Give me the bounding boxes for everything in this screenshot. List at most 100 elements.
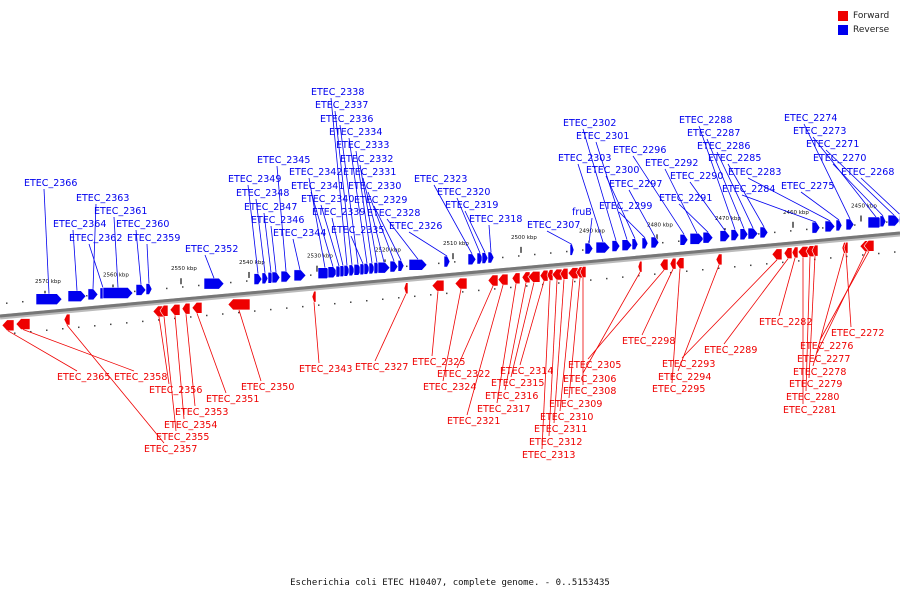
guide-dot bbox=[318, 304, 320, 306]
reverse-gene-leader bbox=[334, 110, 353, 265]
reverse-gene-leader bbox=[860, 177, 900, 215]
reverse-gene-leader bbox=[88, 243, 104, 288]
chromosome-backbone bbox=[0, 231, 900, 318]
forward-gene-leader bbox=[496, 283, 517, 404]
legend-label-reverse: Reverse bbox=[853, 25, 890, 35]
guide-dot bbox=[782, 261, 784, 264]
reverse-gene-leader bbox=[747, 177, 831, 222]
reverse-gene-leader bbox=[350, 235, 364, 264]
reverse-gene-label: fruB bbox=[572, 207, 592, 218]
guide-dot bbox=[582, 249, 584, 251]
forward-gene-label: ETEC_2279 bbox=[789, 379, 842, 390]
reverse-gene-label: ETEC_2326 bbox=[389, 221, 442, 232]
forward-gene bbox=[791, 246, 799, 259]
guide-dot bbox=[686, 270, 688, 272]
reverse-gene-leader bbox=[276, 165, 287, 272]
forward-gene-label: ETEC_2293 bbox=[662, 359, 715, 370]
guide-dot bbox=[566, 250, 568, 253]
forward-gene-leader bbox=[553, 279, 565, 424]
reverse-gene-label: ETEC_2364 bbox=[53, 219, 106, 230]
forward-gene-label: ETEC_2276 bbox=[800, 341, 853, 352]
forward-gene-leader bbox=[819, 251, 870, 341]
reverse-gene-leader bbox=[832, 163, 884, 217]
guide-dot bbox=[238, 311, 240, 314]
reverse-swatch bbox=[838, 25, 848, 35]
guide-dot bbox=[502, 256, 504, 259]
reverse-gene bbox=[408, 258, 428, 271]
forward-gene-leader bbox=[548, 280, 558, 437]
reverse-gene bbox=[293, 269, 307, 282]
forward-gene-leader bbox=[22, 329, 135, 372]
reverse-gene-leader bbox=[803, 123, 851, 220]
reverse-gene-leader bbox=[330, 97, 348, 266]
scale-tick-label: 2470 kbp bbox=[715, 216, 741, 222]
forward-gene-leader bbox=[374, 293, 407, 362]
reverse-gene-label: ETEC_2347 bbox=[244, 202, 297, 213]
reverse-gene-label: ETEC_2292 bbox=[645, 158, 698, 169]
guide-dot bbox=[662, 241, 664, 244]
forward-gene-leader bbox=[587, 269, 665, 360]
guide-dot bbox=[822, 227, 824, 229]
reverse-gene-leader bbox=[741, 194, 817, 223]
reverse-gene-label: ETEC_2366 bbox=[24, 178, 77, 189]
forward-gene bbox=[454, 277, 468, 290]
reverse-gene bbox=[67, 290, 87, 303]
reverse-gene bbox=[611, 240, 621, 252]
forward-gene bbox=[527, 271, 541, 283]
guide-dot bbox=[94, 325, 96, 327]
reverse-gene bbox=[253, 273, 263, 285]
reverse-gene-label: ETEC_2301 bbox=[576, 131, 629, 142]
guide-dot bbox=[454, 261, 456, 263]
reverse-gene-label: ETEC_2287 bbox=[687, 128, 740, 139]
scale-tick-label: 2450 kbp bbox=[851, 204, 877, 210]
scale-tick-label: 2540 kbp bbox=[239, 260, 265, 266]
reverse-gene bbox=[650, 236, 660, 249]
reverse-gene-leader bbox=[113, 216, 119, 288]
reverse-gene-leader bbox=[408, 231, 448, 257]
guide-dot bbox=[678, 240, 680, 242]
guide-dot bbox=[806, 228, 808, 231]
reverse-gene-label: ETEC_2359 bbox=[127, 233, 180, 244]
reverse-gene-label: ETEC_2334 bbox=[329, 127, 382, 138]
scale-tick-label: 2530 kbp bbox=[307, 254, 333, 260]
reverse-gene-label: ETEC_2362 bbox=[69, 233, 122, 244]
scale-tick-label: 2560 kbp bbox=[103, 273, 129, 279]
guide-dot bbox=[574, 280, 576, 283]
reverse-gene-label: ETEC_2273 bbox=[793, 126, 846, 137]
reverse-gene-leader bbox=[320, 204, 340, 267]
reverse-gene bbox=[135, 284, 147, 296]
reverse-gene-leader bbox=[628, 189, 656, 238]
reverse-gene-label: ETEC_2348 bbox=[236, 188, 289, 199]
guide-dot bbox=[398, 297, 400, 299]
forward-gene-label: ETEC_2294 bbox=[658, 372, 711, 383]
reverse-gene bbox=[879, 215, 887, 228]
reverse-gene bbox=[835, 219, 843, 232]
forward-gene bbox=[169, 304, 181, 316]
reverse-gene-leader bbox=[605, 175, 636, 239]
forward-gene-leader bbox=[805, 256, 811, 392]
reverse-gene-leader bbox=[678, 203, 709, 233]
reverse-gene-leader bbox=[800, 191, 840, 221]
guide-dot bbox=[734, 266, 736, 268]
reverse-gene-leader bbox=[664, 168, 698, 234]
reverse-gene bbox=[759, 226, 769, 239]
reverse-gene-label: ETEC_2341 bbox=[291, 181, 344, 192]
guide-dot bbox=[534, 253, 536, 256]
forward-gene bbox=[669, 257, 677, 270]
reverse-gene-label: ETEC_2318 bbox=[469, 214, 522, 225]
forward-gene-label: ETEC_2305 bbox=[568, 360, 621, 371]
reverse-gene bbox=[397, 259, 405, 272]
guide-dot bbox=[638, 274, 640, 277]
reverse-gene-label: ETEC_2337 bbox=[315, 100, 368, 111]
guide-dot bbox=[606, 277, 608, 280]
guide-dot bbox=[78, 326, 80, 329]
forward-gene-leader bbox=[174, 315, 185, 420]
reverse-gene-label: ETEC_2328 bbox=[367, 208, 420, 219]
forward-gene-label: ETEC_2321 bbox=[447, 416, 500, 427]
guide-dot bbox=[446, 292, 448, 295]
reverse-gene-label: ETEC_2352 bbox=[185, 244, 238, 255]
reverse-gene-label: ETEC_2302 bbox=[563, 118, 616, 129]
forward-gene-label: ETEC_2327 bbox=[355, 362, 408, 373]
forward-gene-leader bbox=[466, 284, 504, 416]
